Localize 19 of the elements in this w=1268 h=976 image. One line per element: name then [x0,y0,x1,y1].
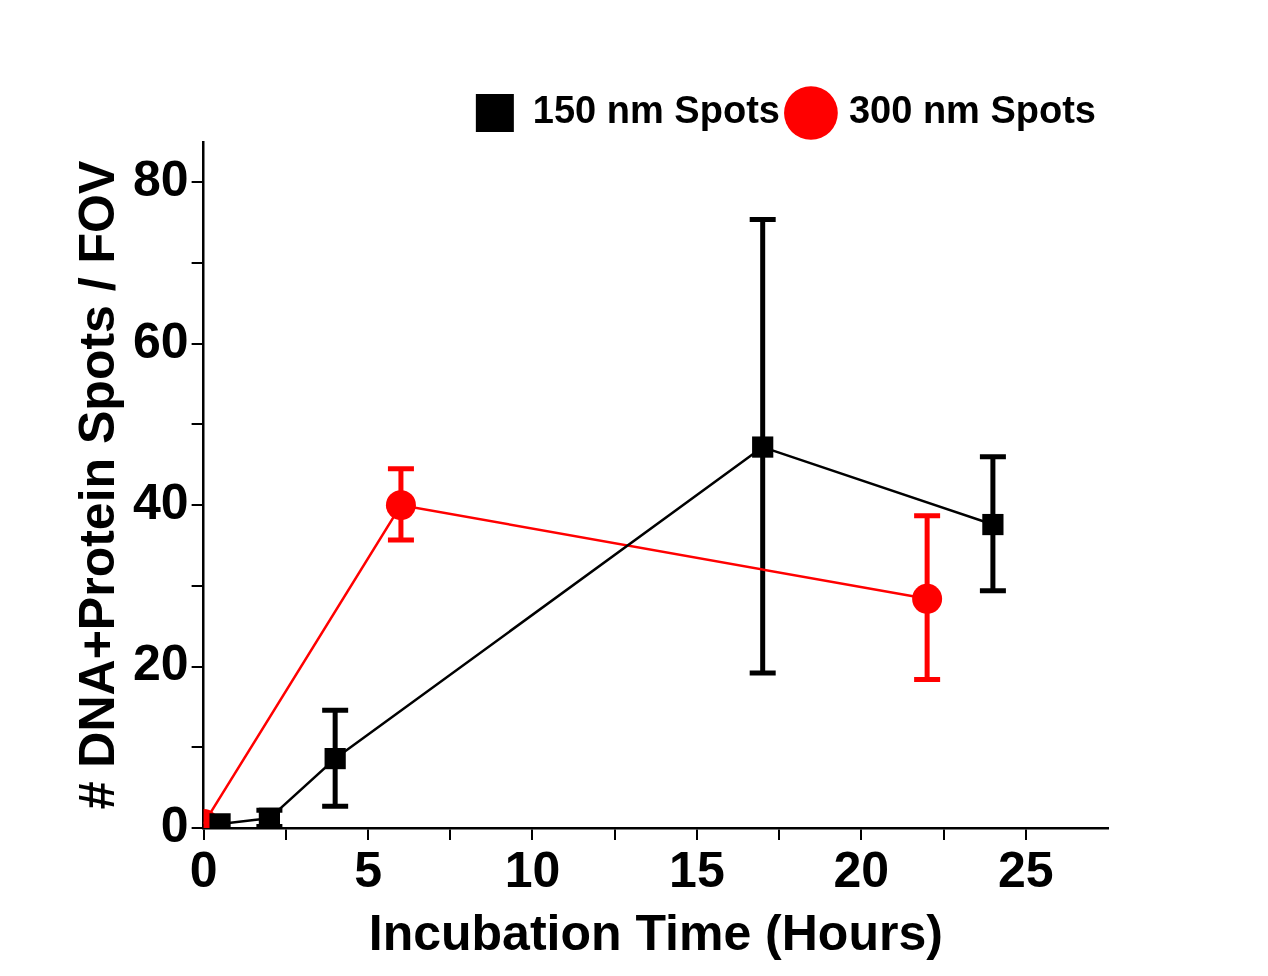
point [982,513,1004,536]
x-tick-label: 25 [997,841,1054,898]
legend-label: 150 nm Spots [532,89,780,132]
point [912,583,943,614]
point [324,747,346,770]
y-tick-label: 60 [132,312,189,369]
y-tick-label: 20 [132,635,189,692]
x-tick-label: 15 [669,841,725,898]
point [752,436,774,458]
y-tick-label: 80 [132,151,189,208]
y-tick-label: 0 [160,796,189,853]
x-axis-title: Incubation Time (Hours) [368,904,943,961]
x-tick-label: 20 [833,841,890,898]
y-axis-title: # DNA+Protein Spots / FOV [68,160,125,810]
x-tick-label: 5 [354,841,382,898]
point [385,490,416,521]
legend-label: 300 nm Spots [848,89,1096,132]
y-tick-label: 40 [132,473,189,530]
x-tick-label: 10 [504,841,561,898]
